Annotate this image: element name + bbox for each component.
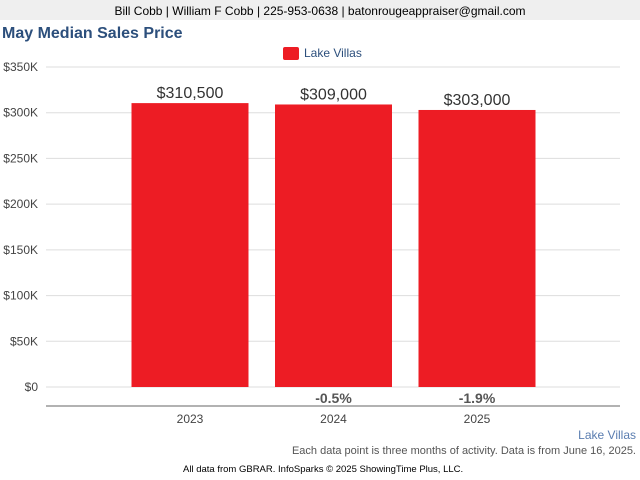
bar-2023 (131, 103, 249, 387)
legend: Lake Villas (283, 46, 362, 60)
legend-swatch (283, 46, 299, 60)
value-label-2024: $309,000 (300, 86, 367, 103)
x-tick-label-2023: 2023 (177, 412, 204, 426)
y-tick-label: $50K (10, 334, 38, 348)
change-label-2024: -0.5% (315, 390, 352, 406)
chart-title: May Median Sales Price (2, 25, 183, 42)
bar-chart: $0 $50K $100K $150K $200K $250K $300K $350K $310… (3, 60, 620, 426)
bar-2024 (275, 104, 392, 387)
value-label-2025: $303,000 (444, 92, 511, 109)
y-tick-label: $350K (3, 60, 38, 74)
credit-line: All data from GBRAR. InfoSparks © 2025 S… (183, 464, 464, 475)
y-tick-label: $100K (3, 289, 38, 303)
y-tick-label: $0 (25, 380, 39, 394)
change-label-2025: -1.9% (459, 390, 496, 406)
y-tick-label: $150K (3, 243, 38, 257)
y-tick-label: $300K (3, 106, 38, 120)
y-tick-label: $250K (3, 151, 38, 165)
source-label: Lake Villas (578, 428, 636, 442)
legend-label: Lake Villas (304, 46, 362, 60)
value-label-2023: $310,500 (157, 85, 224, 102)
footnote: Each data point is three months of activ… (291, 445, 636, 457)
x-tick-label-2024: 2024 (320, 412, 347, 426)
contact-header: Bill Cobb | William F Cobb | 225-953-063… (0, 0, 640, 20)
x-tick-label-2025: 2025 (464, 412, 491, 426)
bar-2025 (418, 109, 536, 387)
y-tick-label: $200K (3, 197, 38, 211)
